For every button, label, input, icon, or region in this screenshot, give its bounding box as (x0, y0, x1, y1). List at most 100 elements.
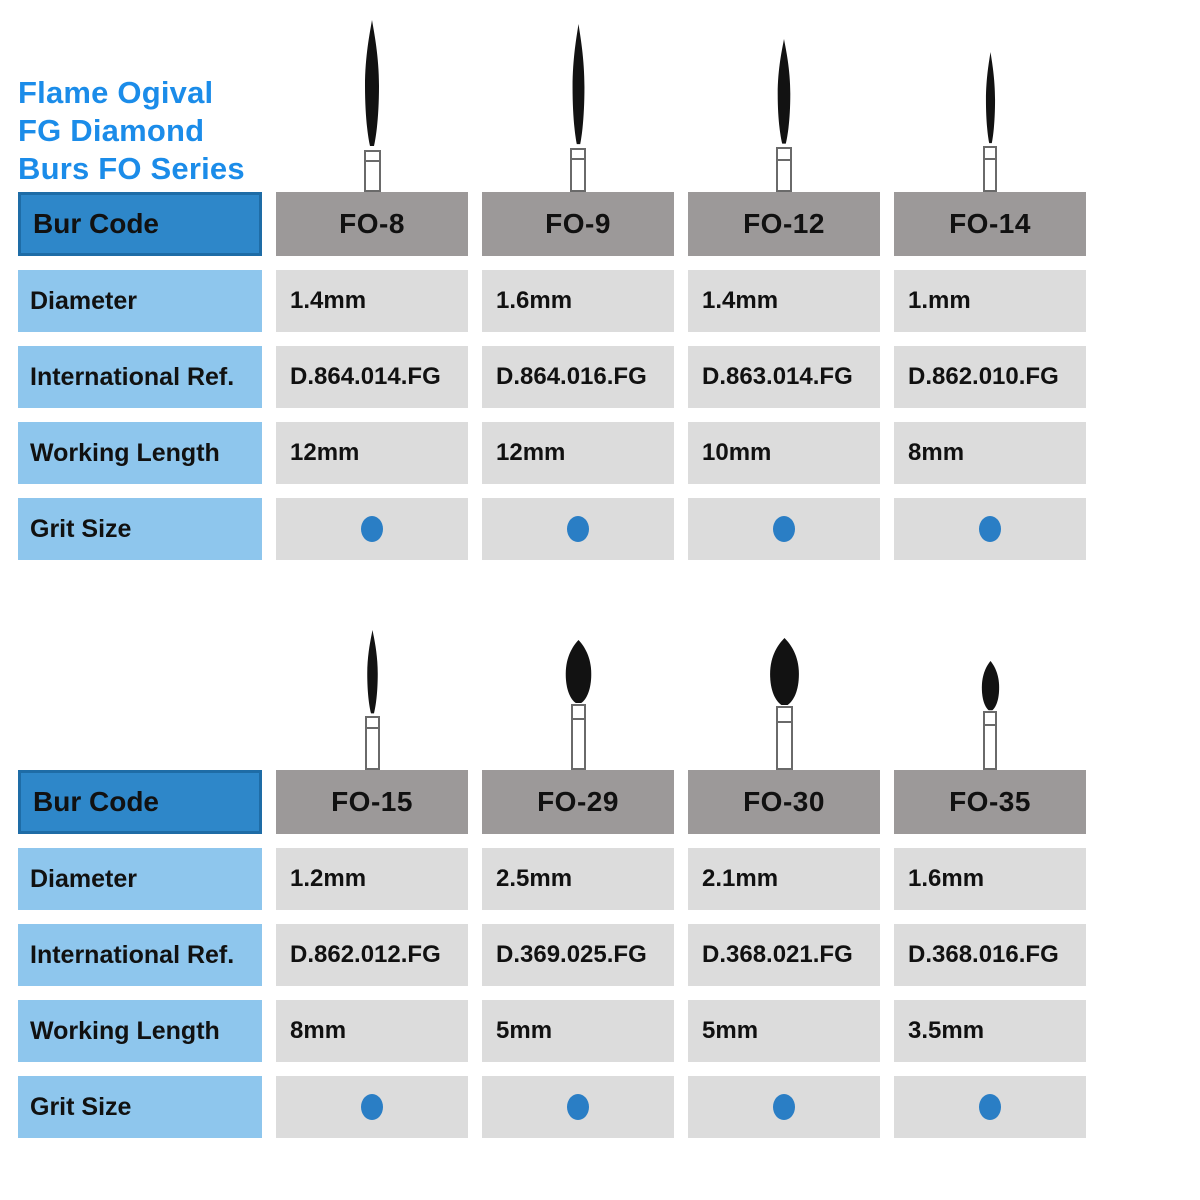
grit-dot-icon (773, 516, 795, 542)
international-ref-cell: D.864.016.FG (482, 346, 674, 408)
flame-bur-icon (572, 24, 584, 145)
bur-shank (570, 704, 586, 770)
grit-dot-icon (979, 516, 1001, 542)
page: Flame Ogival FG Diamond Burs FO Series (18, 0, 1200, 1138)
diameter-cell: 1.4mm (688, 270, 880, 332)
bur-code-cell: FO-8 (276, 192, 468, 256)
page-title: Flame Ogival FG Diamond Burs FO Series (18, 74, 262, 192)
working-length-cell: 12mm (482, 422, 674, 484)
row-label-international-ref: International Ref. (18, 924, 262, 986)
bur-illustration-fo-29 (563, 640, 594, 770)
working-length-cell: 10mm (688, 422, 880, 484)
grit-dot-icon (567, 516, 589, 542)
row-label-working-length: Working Length (18, 1000, 262, 1062)
page-title-line: FG Diamond (18, 113, 205, 148)
working-length-cell: 3.5mm (894, 1000, 1086, 1062)
series-table-top: Flame Ogival FG Diamond Burs FO Series (18, 0, 1200, 560)
bur-shank (363, 150, 381, 192)
international-ref-cell: D.862.012.FG (276, 924, 468, 986)
bud-bur-icon (769, 638, 799, 705)
grit-size-cell (276, 1076, 468, 1138)
bur-code-cell: FO-15 (276, 770, 468, 834)
bur-shank (983, 711, 997, 770)
working-length-row: Working Length 12mm 12mm 10mm 8mm (18, 422, 1086, 484)
working-length-cell: 5mm (688, 1000, 880, 1062)
flame-bur-icon (365, 20, 379, 146)
grit-dot-icon (567, 1094, 589, 1120)
bur-shank (983, 146, 997, 192)
grit-size-cell (688, 1076, 880, 1138)
working-length-cell: 5mm (482, 1000, 674, 1062)
bur-code-cell: FO-29 (482, 770, 674, 834)
international-ref-row: International Ref. D.862.012.FG D.369.02… (18, 924, 1086, 986)
diameter-row: Diameter 1.4mm 1.6mm 1.4mm 1.mm (18, 270, 1086, 332)
international-ref-cell: D.863.014.FG (688, 346, 880, 408)
bur-illustrations-row-bottom (18, 592, 1086, 770)
bur-code-cell: FO-14 (894, 192, 1086, 256)
bur-shank (364, 716, 380, 770)
row-label-bur-code: Bur Code (18, 770, 262, 834)
diameter-cell: 2.1mm (688, 848, 880, 910)
bur-code-cell: FO-9 (482, 192, 674, 256)
bur-illustration-fo-9 (570, 24, 587, 192)
bur-illustration-fo-15 (364, 630, 380, 770)
bur-code-row: Bur Code FO-8 FO-9 FO-12 FO-14 (18, 192, 1086, 256)
bur-illustration-fo-8 (362, 20, 382, 192)
bur-code-row: Bur Code FO-15 FO-29 FO-30 FO-35 (18, 770, 1086, 834)
working-length-row: Working Length 8mm 5mm 5mm 3.5mm (18, 1000, 1086, 1062)
bur-illustration-fo-12 (775, 39, 793, 192)
row-label-grit-size: Grit Size (18, 1076, 262, 1138)
diameter-cell: 1.4mm (276, 270, 468, 332)
grit-dot-icon (361, 516, 383, 542)
grit-dot-icon (773, 1094, 795, 1120)
diameter-cell: 1.2mm (276, 848, 468, 910)
grit-size-cell (482, 1076, 674, 1138)
series-table-bottom: Bur Code FO-15 FO-29 FO-30 FO-35 Diamete… (18, 592, 1200, 1138)
diameter-cell: 1.6mm (482, 270, 674, 332)
diameter-cell: 1.mm (894, 270, 1086, 332)
row-label-bur-code: Bur Code (18, 192, 262, 256)
bur-illustration-fo-35 (980, 661, 1001, 770)
bur-code-cell: FO-12 (688, 192, 880, 256)
grit-size-row: Grit Size (18, 498, 1086, 560)
working-length-cell: 8mm (276, 1000, 468, 1062)
bur-shank (775, 706, 793, 770)
page-title-line: Flame Ogival (18, 75, 214, 110)
diameter-cell: 1.6mm (894, 848, 1086, 910)
international-ref-cell: D.864.014.FG (276, 346, 468, 408)
diameter-cell: 2.5mm (482, 848, 674, 910)
row-label-diameter: Diameter (18, 270, 262, 332)
grit-size-cell (688, 498, 880, 560)
page-title-line: Burs FO Series (18, 151, 245, 186)
bur-illustration-fo-14 (983, 52, 997, 192)
grit-dot-icon (979, 1094, 1001, 1120)
row-label-working-length: Working Length (18, 422, 262, 484)
bud-bur-icon (565, 640, 591, 704)
international-ref-cell: D.369.025.FG (482, 924, 674, 986)
grit-size-cell (894, 1076, 1086, 1138)
row-label-international-ref: International Ref. (18, 346, 262, 408)
bur-code-cell: FO-30 (688, 770, 880, 834)
flame-bur-icon (366, 630, 378, 714)
bur-shank (570, 148, 586, 192)
row-label-diameter: Diameter (18, 848, 262, 910)
flame-bur-icon (777, 39, 791, 144)
international-ref-row: International Ref. D.864.014.FG D.864.01… (18, 346, 1086, 408)
grit-size-row: Grit Size (18, 1076, 1086, 1138)
bur-shank (776, 147, 792, 192)
international-ref-cell: D.368.016.FG (894, 924, 1086, 986)
bur-illustration-fo-30 (767, 638, 802, 770)
international-ref-cell: D.862.010.FG (894, 346, 1086, 408)
row-label-grit-size: Grit Size (18, 498, 262, 560)
grit-size-cell (276, 498, 468, 560)
working-length-cell: 12mm (276, 422, 468, 484)
bud-bur-icon (981, 661, 999, 711)
grit-size-cell (894, 498, 1086, 560)
bur-illustrations-row-top: Flame Ogival FG Diamond Burs FO Series (18, 0, 1086, 192)
working-length-cell: 8mm (894, 422, 1086, 484)
flame-bur-icon (985, 52, 995, 144)
diameter-row: Diameter 1.2mm 2.5mm 2.1mm 1.6mm (18, 848, 1086, 910)
bur-code-cell: FO-35 (894, 770, 1086, 834)
international-ref-cell: D.368.021.FG (688, 924, 880, 986)
grit-dot-icon (361, 1094, 383, 1120)
